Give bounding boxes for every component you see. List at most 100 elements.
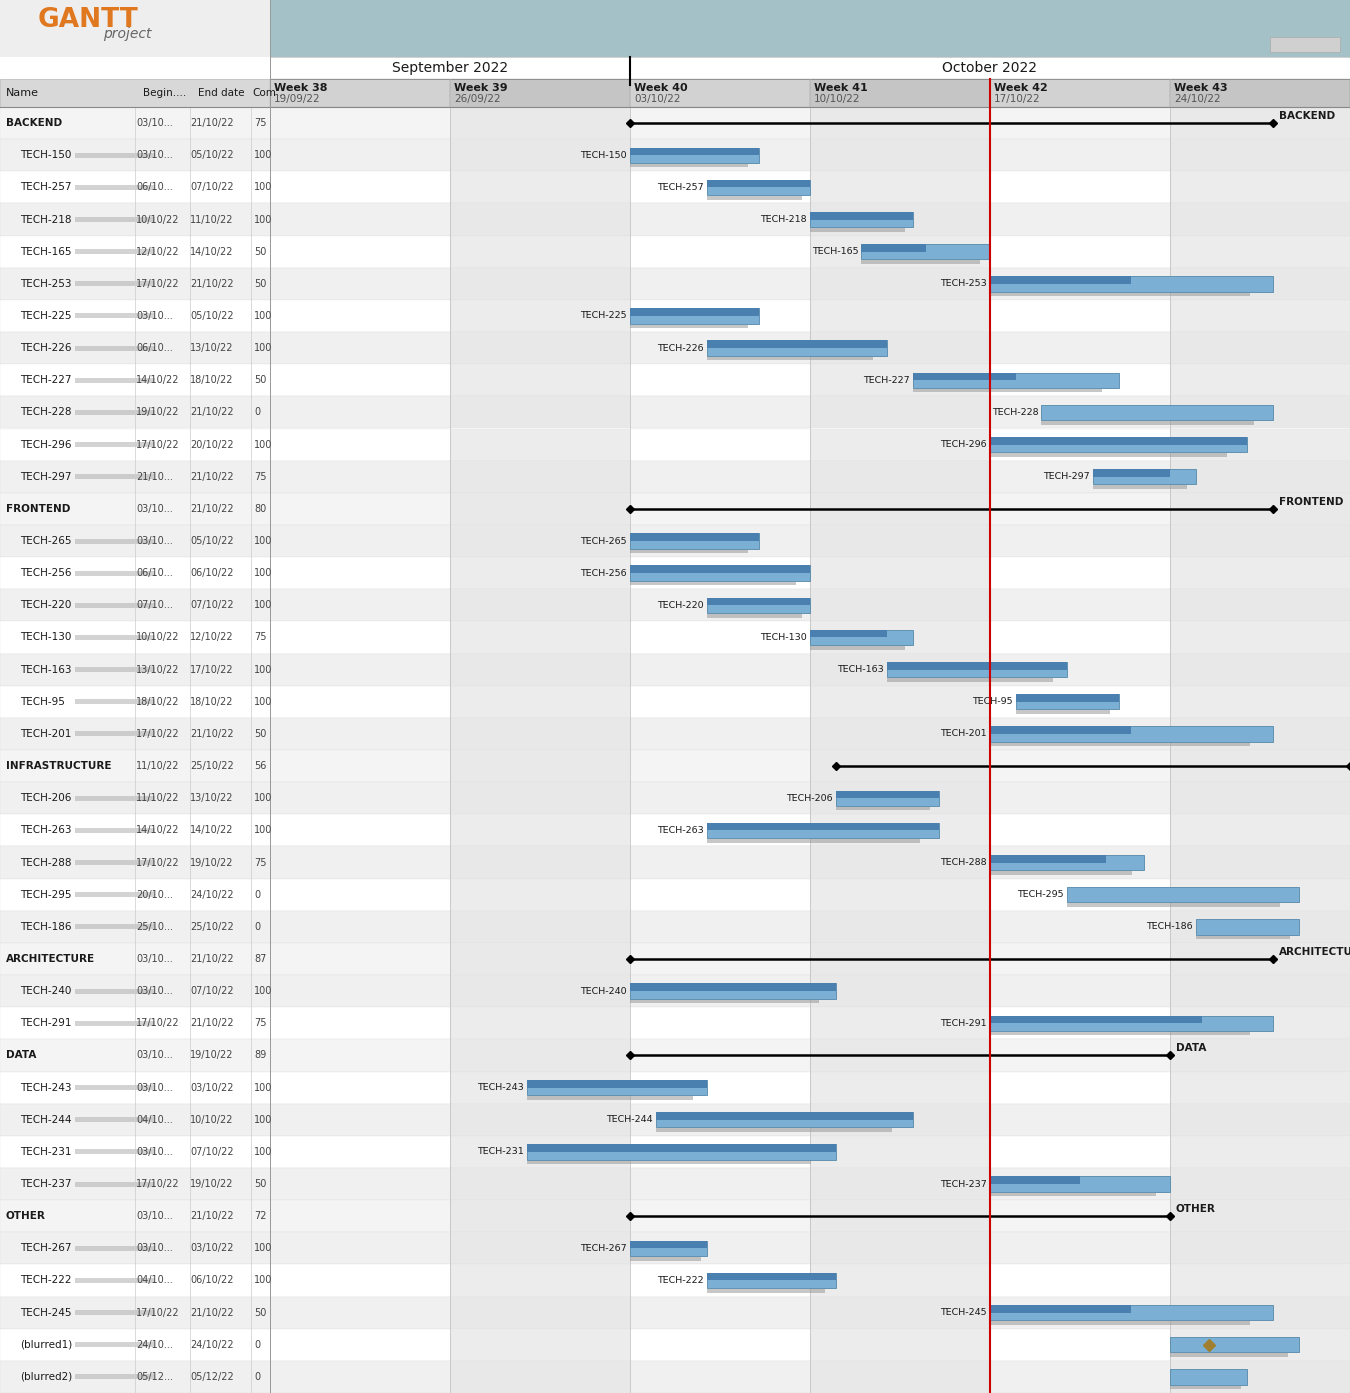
FancyBboxPatch shape: [450, 621, 630, 653]
FancyBboxPatch shape: [1170, 1354, 1288, 1357]
FancyBboxPatch shape: [656, 1128, 892, 1133]
FancyBboxPatch shape: [76, 635, 155, 639]
Text: 100: 100: [254, 986, 273, 996]
FancyBboxPatch shape: [707, 823, 938, 830]
Text: 10/10/22: 10/10/22: [136, 215, 180, 224]
Text: TECH-295: TECH-295: [20, 890, 72, 900]
Text: 17/10/22: 17/10/22: [136, 1178, 180, 1190]
FancyBboxPatch shape: [1170, 621, 1350, 653]
Text: 07/10...: 07/10...: [136, 600, 173, 610]
Text: 17/10/22: 17/10/22: [136, 729, 180, 738]
FancyBboxPatch shape: [1170, 493, 1350, 525]
Text: 100: 100: [254, 1276, 273, 1286]
FancyBboxPatch shape: [810, 267, 990, 299]
Text: 100: 100: [254, 182, 273, 192]
FancyBboxPatch shape: [0, 299, 1350, 332]
Text: GANTT: GANTT: [38, 7, 139, 33]
Text: TECH-228: TECH-228: [992, 408, 1038, 417]
Text: 50: 50: [254, 1308, 266, 1318]
FancyBboxPatch shape: [76, 1311, 155, 1315]
Text: TECH-295: TECH-295: [1018, 890, 1064, 898]
Text: TECH-244: TECH-244: [606, 1116, 652, 1124]
Text: 05/12/22: 05/12/22: [190, 1372, 234, 1382]
FancyBboxPatch shape: [810, 228, 905, 231]
Text: 72: 72: [254, 1211, 266, 1222]
FancyBboxPatch shape: [0, 943, 1350, 975]
Text: 17/10/22: 17/10/22: [994, 93, 1041, 104]
Text: 18/10/22: 18/10/22: [190, 375, 234, 386]
FancyBboxPatch shape: [810, 1265, 990, 1297]
FancyBboxPatch shape: [1170, 397, 1350, 429]
Text: TECH-288: TECH-288: [941, 858, 987, 866]
FancyBboxPatch shape: [1170, 1233, 1350, 1265]
FancyBboxPatch shape: [450, 911, 630, 943]
FancyBboxPatch shape: [990, 276, 1273, 291]
Text: 03/10...: 03/10...: [136, 954, 173, 964]
FancyBboxPatch shape: [1170, 1135, 1350, 1167]
Text: 21/10/22: 21/10/22: [190, 729, 234, 738]
FancyBboxPatch shape: [0, 653, 1350, 685]
FancyBboxPatch shape: [1170, 1337, 1299, 1353]
Text: BACKEND: BACKEND: [1278, 111, 1335, 121]
Text: TECH-291: TECH-291: [20, 1018, 72, 1028]
FancyBboxPatch shape: [526, 1160, 811, 1165]
Text: 20/10...: 20/10...: [136, 890, 173, 900]
FancyBboxPatch shape: [450, 1265, 630, 1297]
FancyBboxPatch shape: [810, 397, 990, 429]
Text: 03/10...: 03/10...: [136, 536, 173, 546]
FancyBboxPatch shape: [1041, 405, 1273, 421]
FancyBboxPatch shape: [810, 461, 990, 493]
FancyBboxPatch shape: [990, 1305, 1131, 1312]
FancyBboxPatch shape: [630, 566, 810, 573]
FancyBboxPatch shape: [630, 550, 748, 553]
FancyBboxPatch shape: [450, 203, 630, 235]
Text: 17/10/22: 17/10/22: [136, 1018, 180, 1028]
Text: Week 39: Week 39: [454, 84, 508, 93]
Text: TECH-256: TECH-256: [20, 568, 72, 578]
FancyBboxPatch shape: [810, 1361, 990, 1393]
Text: 100: 100: [254, 600, 273, 610]
FancyBboxPatch shape: [76, 185, 155, 189]
FancyBboxPatch shape: [707, 180, 810, 188]
Text: TECH-201: TECH-201: [941, 730, 987, 738]
FancyBboxPatch shape: [836, 790, 938, 807]
Text: TECH-228: TECH-228: [20, 407, 72, 418]
Text: 04/10...: 04/10...: [136, 1114, 173, 1124]
FancyBboxPatch shape: [810, 1201, 990, 1233]
FancyBboxPatch shape: [0, 525, 1350, 557]
FancyBboxPatch shape: [1170, 267, 1350, 299]
FancyBboxPatch shape: [810, 139, 990, 171]
FancyBboxPatch shape: [1170, 1039, 1350, 1071]
FancyBboxPatch shape: [76, 827, 155, 833]
FancyBboxPatch shape: [630, 983, 836, 992]
FancyBboxPatch shape: [861, 260, 980, 263]
FancyBboxPatch shape: [990, 276, 1131, 284]
Text: 13/10/22: 13/10/22: [136, 664, 180, 674]
Text: 17/10/22: 17/10/22: [136, 440, 180, 450]
Text: 100: 100: [254, 215, 273, 224]
Text: 21/10/22: 21/10/22: [190, 1211, 234, 1222]
FancyBboxPatch shape: [76, 667, 155, 673]
FancyBboxPatch shape: [450, 781, 630, 815]
Text: 07/10/22: 07/10/22: [190, 182, 234, 192]
Text: 07/10/22: 07/10/22: [190, 1146, 234, 1156]
FancyBboxPatch shape: [76, 378, 155, 383]
Text: TECH-231: TECH-231: [478, 1148, 524, 1156]
FancyBboxPatch shape: [0, 1135, 1350, 1167]
Text: TECH-225: TECH-225: [580, 312, 626, 320]
Text: TECH-297: TECH-297: [20, 472, 72, 482]
FancyBboxPatch shape: [810, 332, 990, 364]
Text: TECH-240: TECH-240: [580, 986, 626, 996]
FancyBboxPatch shape: [810, 212, 913, 220]
FancyBboxPatch shape: [630, 1241, 707, 1256]
Text: 100: 100: [254, 826, 273, 836]
FancyBboxPatch shape: [990, 1176, 1170, 1192]
Text: TECH-165: TECH-165: [811, 247, 859, 256]
FancyBboxPatch shape: [836, 807, 930, 811]
Text: TECH-222: TECH-222: [20, 1276, 72, 1286]
FancyBboxPatch shape: [1170, 525, 1350, 557]
FancyBboxPatch shape: [76, 345, 155, 351]
Text: September 2022: September 2022: [392, 61, 508, 75]
FancyBboxPatch shape: [76, 410, 155, 415]
Text: TECH-243: TECH-243: [478, 1084, 524, 1092]
